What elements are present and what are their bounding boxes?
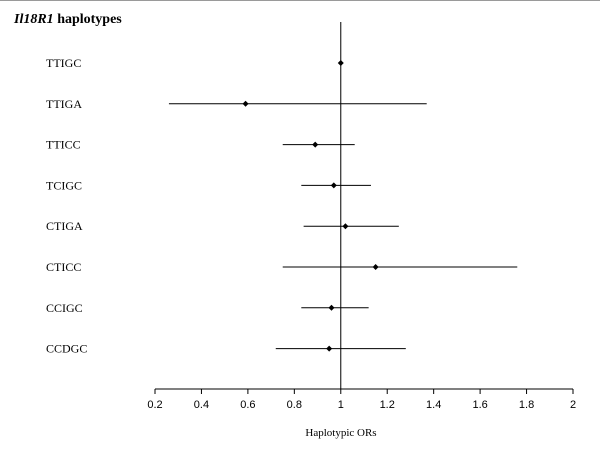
haplotype-label: CTIGA [46,219,83,233]
odds-ratio-point [242,100,249,107]
odds-ratio-point [342,223,349,230]
top-border [0,0,600,1]
haplotype-label: CCDGC [46,342,87,356]
haplotype-label: CCIGC [46,301,83,315]
odds-ratio-point [372,264,379,270]
haplotype-label: TCIGC [46,178,82,192]
x-tick-label: 1 [338,399,344,411]
chart-title: Il18R1 haplotypes [14,12,122,28]
x-tick-label: 0.2 [147,399,162,411]
x-tick-label: 1.8 [519,399,534,411]
x-tick-label: 1.6 [472,399,487,411]
x-tick-label: 0.6 [240,399,255,411]
odds-ratio-point [312,141,319,148]
haplotype-label: TTIGC [46,56,81,70]
x-tick-label: 0.4 [194,399,209,411]
gene-name: Il18R1 [14,12,54,27]
haplotype-label: CTICC [46,260,81,274]
odds-ratio-point [337,60,344,66]
x-tick-label: 0.8 [287,399,302,411]
x-axis-label: Haplotypic ORs [305,427,376,439]
x-tick-label: 2 [570,399,576,411]
odds-ratio-point [330,182,337,189]
x-tick-label: 1.4 [426,399,441,411]
title-suffix: haplotypes [53,12,122,27]
odds-ratio-point [328,304,335,311]
odds-ratio-point [326,345,333,352]
haplotype-label: TTICC [46,138,81,152]
x-tick-label: 1.2 [380,399,395,411]
haplotype-label: TTIGA [46,97,82,111]
